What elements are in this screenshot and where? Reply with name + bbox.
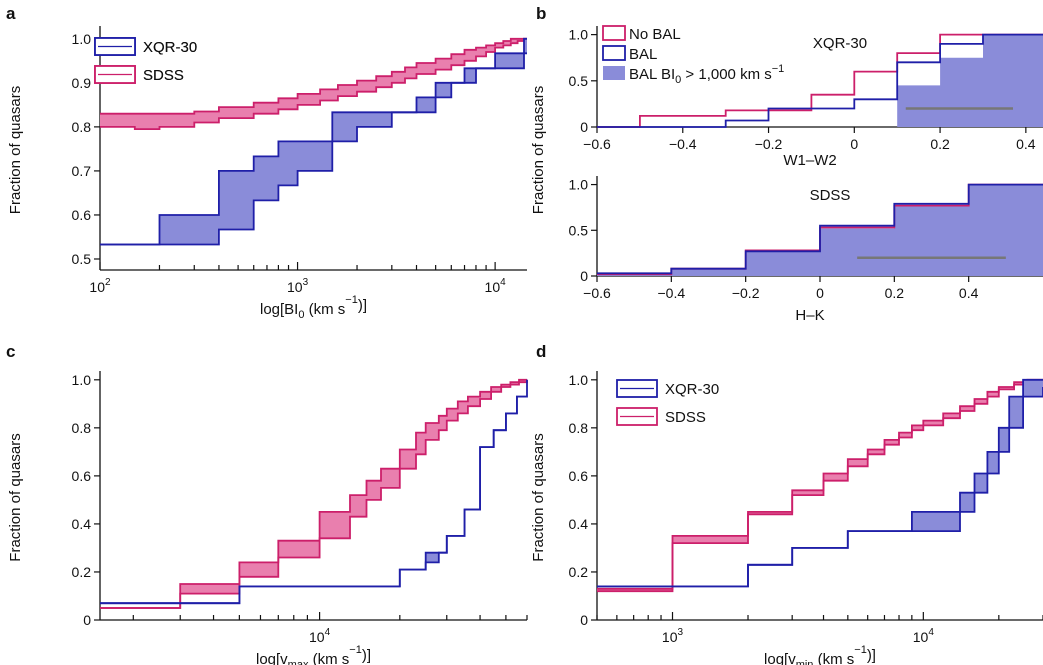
series-lower-sdss bbox=[100, 37, 527, 131]
x-tick-label: 0 bbox=[816, 285, 824, 301]
series-upper-sdss bbox=[597, 378, 1043, 590]
x-tick-label: 103 bbox=[287, 277, 309, 295]
x-tick-label: −0.2 bbox=[755, 136, 783, 152]
x-tick-label: 104 bbox=[485, 277, 507, 295]
x-axis-label: log[BI0 (km s−1)] bbox=[260, 294, 367, 321]
legend-label-bal-bi0: BAL BI0 > 1,000 km s−1 bbox=[629, 63, 784, 86]
x-tick-label: 102 bbox=[89, 277, 111, 295]
series-lower-sdss bbox=[100, 379, 528, 609]
series-no-bal bbox=[597, 33, 1043, 128]
legend-swatch-bal bbox=[602, 45, 626, 61]
legend-label-xqr-30: XQR-30 bbox=[143, 39, 197, 56]
plot-area-d: XQR-30 SDSS bbox=[597, 378, 1043, 593]
y-tick-label: 0.6 bbox=[569, 468, 589, 484]
legend-label-xqr-30: XQR-30 bbox=[143, 39, 197, 56]
x-tick-label: −0.6 bbox=[583, 136, 611, 152]
series-bal bbox=[597, 33, 1043, 128]
x-tick-label: 0.4 bbox=[959, 285, 979, 301]
x-axis-label: W1–W2 bbox=[783, 152, 836, 169]
y-tick-label: 0.6 bbox=[72, 207, 92, 223]
y-tick-label: 0.7 bbox=[72, 163, 92, 179]
y-axis-label: Fraction of quasars bbox=[7, 86, 24, 214]
series-upper-sdss bbox=[100, 37, 527, 115]
x-tick-label: −0.2 bbox=[732, 285, 760, 301]
panel-label-b: b bbox=[536, 4, 546, 23]
series-bal bbox=[597, 183, 1043, 275]
x-tick-label: 0.2 bbox=[930, 136, 950, 152]
y-tick-label: 0.5 bbox=[569, 222, 589, 238]
legend-swatch-no-bal bbox=[602, 25, 626, 41]
series-fill-bal-bi0 bbox=[597, 34, 1043, 127]
axes-a: 0.5 0.6 0.7 0.8 0.9 1.0 102 103 104 log[BI0 (km s… bbox=[7, 26, 527, 321]
axes-d: 0 0.2 0.4 0.6 0.8 1.0 103 104 log[vmin (km s−1)]… bbox=[530, 371, 1043, 665]
y-tick-label: 0.5 bbox=[72, 251, 92, 267]
series-upper-xqr-30 bbox=[100, 379, 528, 605]
legend-label-bal: BAL bbox=[629, 46, 657, 63]
x-tick-label: 0.2 bbox=[885, 285, 905, 301]
y-tick-label: 1.0 bbox=[569, 372, 589, 388]
x-axis-label: H–K bbox=[795, 307, 824, 324]
series-upper-sdss bbox=[100, 378, 527, 609]
legend-swatch-bal-bi0 bbox=[603, 66, 625, 80]
y-tick-label: 0.4 bbox=[72, 516, 92, 532]
x-tick-label: −0.4 bbox=[658, 285, 686, 301]
plot-area-c: XQR-30 SDSS bbox=[94, 37, 528, 609]
y-tick-label: 0.2 bbox=[569, 564, 589, 580]
x-tick-label: 104 bbox=[309, 627, 331, 645]
x-tick-label: 0 bbox=[850, 136, 858, 152]
x-tick-label: 0.4 bbox=[1016, 136, 1036, 152]
legend-label-sdss: SDSS bbox=[143, 67, 184, 84]
y-tick-label: 0.8 bbox=[72, 119, 92, 135]
y-tick-label: 1.0 bbox=[72, 31, 92, 47]
series-lower-xqr-30 bbox=[100, 395, 527, 605]
x-axis-label: log[vmin (km s−1)] bbox=[764, 644, 876, 665]
x-tick-label: 104 bbox=[913, 627, 935, 645]
series-band-xqr-30 bbox=[597, 379, 1043, 587]
y-tick-label: 0.2 bbox=[72, 564, 92, 580]
y-tick-label: 0 bbox=[580, 119, 588, 135]
y-axis-label: Fraction of quasars bbox=[530, 86, 547, 214]
x-axis-label: log[vmax (km s−1)] bbox=[256, 644, 371, 665]
y-tick-label: 0.8 bbox=[72, 420, 92, 436]
y-tick-label: 1.0 bbox=[569, 27, 589, 43]
y-tick-label: 1.0 bbox=[72, 372, 92, 388]
y-axis-label: Fraction of quasars bbox=[530, 433, 547, 561]
y-axis-label: Fraction of quasars bbox=[7, 433, 24, 561]
panel-label-a: a bbox=[6, 4, 16, 23]
y-tick-label: 0.9 bbox=[72, 75, 92, 91]
x-tick-label: −0.6 bbox=[583, 285, 611, 301]
y-tick-label: 0.6 bbox=[72, 468, 92, 484]
y-tick-label: 1.0 bbox=[569, 177, 589, 193]
legend-label-sdss: SDSS bbox=[665, 409, 706, 426]
y-tick-label: 0 bbox=[580, 268, 588, 284]
y-tick-label: 0 bbox=[83, 612, 91, 628]
legend-label-xqr-30: XQR-30 bbox=[665, 381, 719, 398]
x-tick-label: −0.4 bbox=[669, 136, 697, 152]
legend-label-sdss: SDSS bbox=[143, 67, 184, 84]
series-upper-xqr-30 bbox=[597, 378, 1043, 588]
series-band-sdss bbox=[100, 379, 527, 608]
panel-annotation: XQR-30 bbox=[813, 35, 867, 52]
y-tick-label: 0 bbox=[580, 612, 588, 628]
y-tick-label: 0.5 bbox=[569, 73, 589, 89]
legend-label-no-bal: No BAL bbox=[629, 26, 681, 43]
plot-area-b-bottom: SDSS bbox=[597, 183, 1043, 276]
panel-label-c: c bbox=[6, 342, 15, 361]
axes-b-top: 0 0.5 1.0 −0.6 −0.4 −0.2 0 0.2 0.4 W1–W2 Fraction … bbox=[530, 26, 1043, 214]
panel-annotation: SDSS bbox=[810, 187, 851, 204]
series-upper-xqr-30 bbox=[100, 37, 527, 246]
y-tick-label: 0.8 bbox=[569, 420, 589, 436]
series-band-sdss bbox=[597, 379, 1043, 592]
panel-label-d: d bbox=[536, 342, 546, 361]
y-tick-label: 0.4 bbox=[569, 516, 589, 532]
x-tick-label: 103 bbox=[662, 627, 684, 645]
series-lower-xqr-30 bbox=[100, 52, 527, 246]
